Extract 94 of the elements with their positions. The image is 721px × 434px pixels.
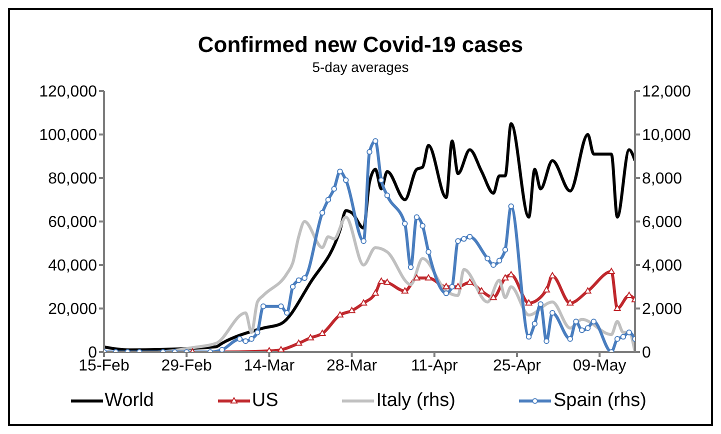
x-tick-label: 29-Feb	[161, 357, 212, 374]
point	[584, 287, 592, 294]
point	[331, 186, 337, 192]
point	[336, 311, 344, 318]
point	[284, 310, 290, 316]
point	[337, 168, 343, 174]
point	[401, 287, 408, 294]
point	[443, 290, 450, 296]
point	[525, 299, 532, 306]
y2-tick-label: 10,000	[642, 127, 692, 144]
point	[360, 238, 366, 244]
point	[454, 283, 462, 290]
point	[566, 299, 574, 306]
y2-tick-label: 0	[642, 344, 651, 362]
point	[449, 284, 455, 290]
point	[378, 278, 385, 284]
point	[573, 318, 579, 324]
point	[626, 330, 632, 336]
point	[384, 192, 390, 198]
point	[550, 310, 556, 316]
point	[490, 294, 497, 300]
point	[466, 278, 474, 285]
point	[414, 214, 420, 220]
y-tick-label: 80,000	[48, 170, 98, 188]
y2-tick-label: 8,000	[642, 170, 682, 188]
point	[242, 338, 248, 344]
point	[478, 287, 486, 294]
point	[590, 318, 597, 324]
point	[579, 327, 585, 334]
legend-label: US	[252, 390, 278, 412]
point	[325, 196, 332, 203]
point	[413, 274, 420, 281]
point	[360, 299, 368, 306]
chart-subtitle: 5-day averages	[311, 58, 410, 76]
point	[296, 277, 302, 284]
point	[455, 238, 461, 244]
point	[584, 325, 591, 331]
point	[461, 236, 467, 242]
point	[254, 330, 260, 336]
point	[260, 303, 266, 310]
point	[426, 249, 432, 255]
point	[614, 336, 620, 342]
point	[614, 304, 621, 311]
chart-title: Confirmed new Covid-19 cases	[196, 32, 524, 58]
point	[236, 336, 243, 342]
point	[348, 306, 356, 314]
point	[290, 284, 296, 290]
point	[343, 177, 349, 184]
point	[496, 258, 502, 264]
y-tick-label: 40,000	[48, 258, 98, 275]
point	[319, 210, 326, 216]
point	[442, 283, 450, 290]
y2-tick-label: 2,000	[642, 301, 682, 318]
y2-tick-label: 4,000	[642, 258, 682, 275]
legend-label: World	[104, 390, 154, 412]
point	[248, 336, 254, 342]
point	[502, 274, 509, 281]
legend-label: Italy (rhs)	[376, 390, 456, 412]
y-tick-label: 60,000	[48, 214, 98, 232]
point	[543, 286, 550, 293]
point	[532, 320, 538, 327]
point	[425, 274, 432, 281]
x-tick-label: 14-Mar	[244, 357, 296, 374]
y2-tick-label: 12,000	[642, 84, 692, 101]
y-tick-label: 100,000	[39, 127, 98, 144]
point	[402, 220, 408, 227]
y-tick-label: 20,000	[48, 301, 98, 318]
x-tick-label: 09-May	[572, 357, 626, 374]
y-tick-label: 120,000	[39, 84, 98, 101]
point	[567, 336, 573, 342]
point	[378, 177, 384, 184]
point	[548, 272, 556, 278]
point	[502, 246, 508, 253]
point	[490, 262, 496, 268]
point	[466, 234, 473, 240]
point	[620, 334, 626, 340]
x-tick-label: 11-Apr	[410, 357, 458, 374]
point	[420, 222, 426, 229]
point	[295, 340, 302, 346]
point	[278, 303, 284, 310]
legend-label: Spain (rhs)	[553, 390, 646, 412]
y2-tick-label: 6,000	[642, 214, 682, 232]
point	[372, 138, 378, 144]
point	[366, 149, 372, 155]
point	[526, 334, 532, 340]
point	[608, 268, 615, 274]
x-tick-label: 25-Apr	[492, 357, 542, 374]
point	[484, 256, 490, 262]
x-tick-label: 28-Mar	[326, 357, 378, 374]
point	[278, 346, 284, 352]
point	[307, 334, 314, 340]
point	[302, 275, 308, 281]
point	[372, 290, 379, 296]
x-tick-label: 15-Feb	[78, 357, 130, 374]
